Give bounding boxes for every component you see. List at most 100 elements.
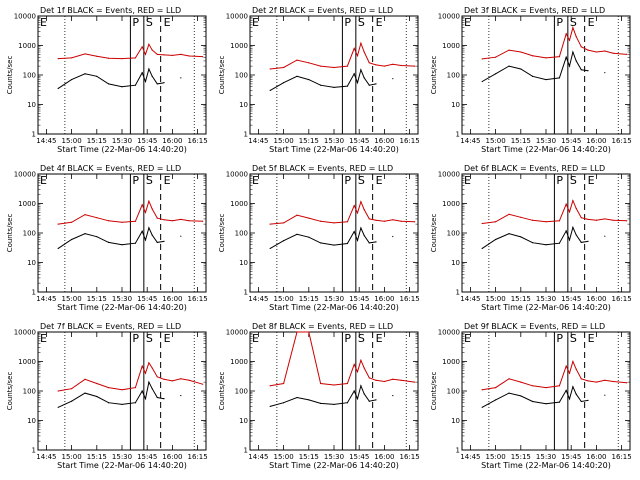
series-events-point (575, 60, 577, 62)
series-lld-point (188, 379, 190, 381)
series-lld-point (283, 382, 285, 385)
series-lld-point (269, 68, 271, 70)
series-lld-point (545, 57, 547, 59)
y-tick-label: 100 (235, 72, 248, 80)
series-lld-point (308, 331, 310, 333)
panel-title: Det 3f BLACK = Events, RED = LLD (464, 6, 605, 15)
series-events-point (353, 390, 355, 392)
x-tick-label: 16:15 (188, 453, 208, 461)
series-events-point (568, 65, 571, 67)
series-events-point (180, 235, 182, 237)
series-events-point (363, 234, 365, 237)
marker-label-s: S (570, 332, 577, 345)
series-events-point (495, 399, 497, 401)
x-tick-label: 15:15 (87, 295, 107, 303)
x-tick-label: 14:45 (36, 137, 56, 145)
series-events-point (568, 239, 571, 241)
panel-det-3: Det 3f BLACK = Events, RED = LLD 1 10 100 10… (430, 6, 632, 154)
y-tick-label: 1000 (18, 358, 36, 366)
series-events-point (144, 239, 147, 241)
series-events-point (144, 80, 147, 83)
x-tick-label: 16:00 (586, 295, 606, 303)
series-events-point (568, 398, 571, 400)
series-lld-point (520, 51, 522, 53)
x-axis-title: Start Time (22-Mar-06 14:40:20) (269, 303, 399, 312)
series-events-point (481, 247, 483, 250)
x-tick-label: 16:00 (374, 453, 394, 461)
x-tick-label: 14:45 (460, 295, 480, 303)
series-events-point (308, 399, 310, 401)
series-lld-point (353, 47, 355, 49)
series-events-point (156, 396, 158, 399)
y-tick-label: 100 (23, 72, 36, 80)
series-lld-point (171, 54, 173, 57)
panel-title: Det 7f BLACK = Events, RED = LLD (40, 322, 181, 331)
series-lld-point (612, 52, 614, 54)
series-events-point (163, 240, 165, 242)
series-lld-point (71, 57, 73, 59)
series-events-point (565, 389, 567, 391)
series-events-point (57, 247, 59, 250)
plot-frame (37, 173, 207, 293)
series-lld-point (202, 220, 204, 222)
series-lld-point (121, 221, 123, 223)
series-events-point (319, 402, 322, 404)
y-tick-label: 100 (447, 388, 460, 396)
series-lld-point (495, 56, 497, 58)
series-events-point (520, 236, 522, 238)
marker-label-e: E (588, 332, 595, 345)
y-tick-label: 10 (27, 101, 36, 109)
x-tick-label: 15:45 (349, 295, 369, 303)
marker-label-p: P (344, 174, 351, 187)
x-tick-label: 16:15 (188, 137, 208, 145)
y-tick-label: 1 (456, 289, 460, 297)
series-lld-point (587, 49, 589, 51)
panel-det-6: Det 6f BLACK = Events, RED = LLD 1 10 100 10… (430, 164, 632, 312)
y-tick-label: 10 (451, 101, 460, 109)
x-tick-label: 16:15 (400, 295, 420, 303)
x-tick-label: 16:15 (188, 295, 208, 303)
series-lld-point (587, 218, 589, 220)
series-lld-point (575, 36, 577, 38)
y-axis-title: Counts/sec (218, 372, 226, 411)
marker-label-s: S (358, 16, 365, 29)
series-lld-point (148, 200, 150, 202)
series-events-point (508, 233, 510, 235)
y-tick-label: 10 (239, 417, 248, 425)
series-lld-point (595, 381, 598, 383)
panel-det-8: Det 8f BLACK = Events, RED = LLD 1 10 100 10… (218, 322, 420, 470)
series-lld-point (141, 46, 143, 48)
series-lld-point (531, 219, 534, 221)
series-events-point (296, 233, 298, 235)
series-events-point (580, 241, 582, 244)
series-events-point (156, 83, 158, 85)
series-events-point (604, 394, 606, 396)
x-axis-title: Start Time (22-Mar-06 14:40:20) (481, 145, 611, 154)
x-axis-title: Start Time (22-Mar-06 14:40:20) (269, 461, 399, 470)
series-lld-point (392, 378, 394, 380)
series-lld-point (363, 209, 365, 211)
series-lld-point (495, 387, 497, 389)
series-events-point (558, 77, 561, 79)
series-events-point (353, 73, 355, 75)
y-tick-label: 10 (451, 259, 460, 267)
series-lld-point (575, 207, 577, 210)
plot-frame (37, 15, 207, 135)
series-lld-point (495, 221, 497, 223)
series-events-point (346, 402, 349, 404)
series-events-point (363, 393, 365, 395)
series-lld-point (531, 385, 534, 387)
series-lld-point (568, 372, 571, 374)
series-events-point (151, 234, 153, 236)
series-lld-point (383, 65, 385, 67)
series-events-point (151, 388, 153, 390)
y-tick-label: 1000 (18, 200, 36, 208)
x-tick-label: 15:15 (87, 137, 107, 145)
y-tick-label: 10000 (14, 13, 36, 21)
y-tick-label: 10000 (438, 171, 460, 179)
series-lld-point (545, 221, 547, 223)
series-lld-point (368, 377, 370, 379)
series-events-point (283, 240, 285, 242)
x-tick-label: 16:00 (586, 137, 606, 145)
x-tick-label: 14:45 (248, 453, 268, 461)
